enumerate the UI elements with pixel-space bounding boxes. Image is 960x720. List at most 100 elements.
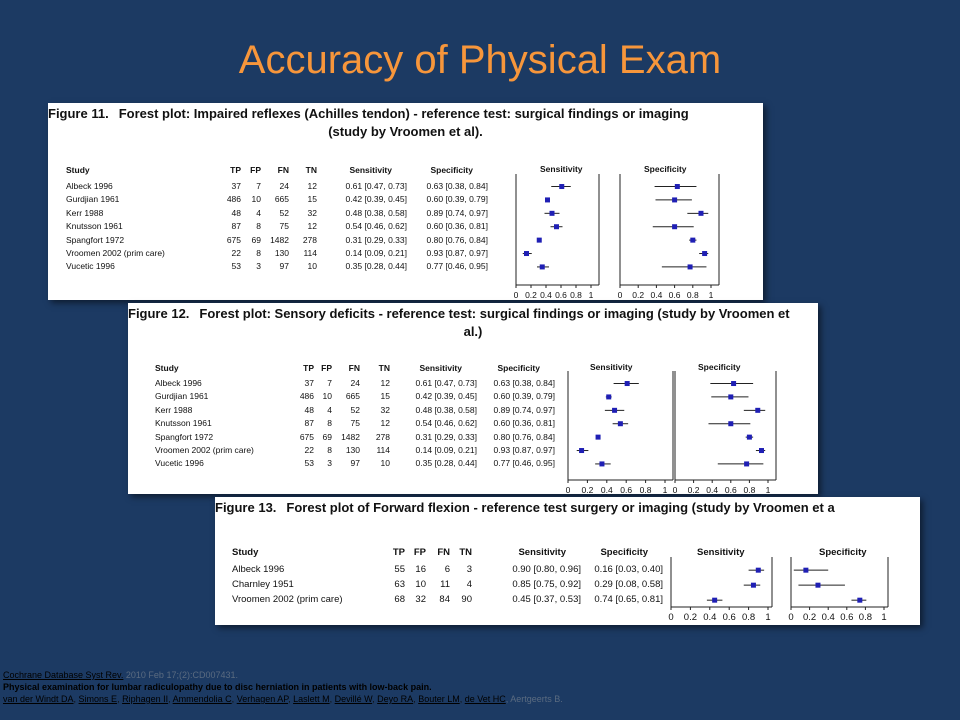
count-fp: 10 [251,194,261,205]
axis-tick-label: 0 [673,485,678,494]
count-tn: 32 [380,404,390,415]
count-tp: 63 [394,579,405,590]
count-tn: 4 [466,579,472,590]
count-fp: 3 [256,261,261,272]
col-header-study: Study [232,547,259,558]
col-header-fn: FN [437,547,450,558]
axis-tick-label: 0.8 [742,612,755,623]
study-name: Knutsson 1961 [66,221,123,232]
axis-tick-label: 0.2 [803,612,816,623]
axis-tick-label: 1 [589,290,594,300]
count-tp: 22 [231,248,241,258]
count-tp: 55 [394,564,405,575]
specificity-value: 0.60 [0.36, 0.81] [426,221,488,232]
plot-title-specificity: Specificity [819,547,867,558]
figure-13-panel: Figure 13. Forest plot of Forward flexion… [215,497,920,625]
axis-tick-label: 0.8 [687,290,699,300]
specificity-value: 0.77 [0.46, 0.95] [426,261,488,272]
count-tn: 114 [303,248,317,258]
count-tp: 37 [304,378,314,388]
author-link[interactable]: Ammendolia C [172,694,232,704]
sensitivity-value: 0.14 [0.09, 0.21] [415,445,477,455]
count-tp: 48 [304,404,314,415]
col-header-tp: TP [230,165,241,175]
count-tn: 15 [307,194,317,205]
axis-tick-label: 0.6 [723,612,736,623]
journal-link[interactable]: Cochrane Database Syst Rev. [3,670,124,680]
author-link[interactable]: van der Windt DA [3,694,74,704]
figure-label: Figure 11. [48,106,109,121]
figure-title: Figure 13. Forest plot of Forward flexion… [215,500,835,516]
axis-tick-label: 0.6 [669,290,681,300]
forest-plot: 0 0.2 0.4 0.6 0.8 1 0 0.2 0.4 0.6 0.8 1 [514,174,720,300]
count-tp: 53 [304,458,314,469]
point-estimate [599,461,605,467]
count-tn: 278 [302,234,317,245]
point-estimate [524,251,529,257]
count-fp: 7 [256,181,261,191]
point-estimate [554,224,559,230]
point-estimate [672,197,678,203]
axis-tick-label: 0.8 [743,485,755,494]
slide-title: Accuracy of Physical Exam [238,38,722,82]
axis-tick-label: 1 [765,612,770,623]
specificity-value: 0.93 [0.87, 0.97] [493,445,555,455]
sensitivity-value: 0.90 [0.80, 0.96] [512,564,581,575]
author-link[interactable]: de Vet HC [464,694,506,704]
sensitivity-value: 0.48 [0.38, 0.58] [415,404,477,415]
sensitivity-value: 0.35 [0.28, 0.44] [415,458,477,469]
author-link[interactable]: Laslett M [293,694,330,704]
point-estimate [755,407,761,413]
axis-tick-label: 0.6 [725,485,737,494]
plot-title-sensitivity: Sensitivity [540,164,583,174]
axis-tick-label: 0 [788,612,793,623]
count-tn: 3 [466,564,472,575]
col-header-sensitivity: Sensitivity [518,547,566,558]
author-link[interactable]: Devillé W [334,694,373,704]
point-estimate [612,407,618,413]
specificity-value: 0.60 [0.39, 0.79] [426,194,488,205]
point-estimate [579,448,585,454]
point-estimate [803,567,809,573]
figure-title-line1: Forest plot: Impaired reflexes (Achilles… [118,106,689,121]
col-header-fp: FP [321,363,332,373]
axis-tick-label: 0.8 [859,612,872,623]
sensitivity-value: 0.54 [0.46, 0.62] [345,221,407,232]
count-fp: 7 [327,378,332,388]
col-header-fp: FP [250,165,261,175]
count-fn: 97 [279,261,289,272]
specificity-value: 0.63 [0.38, 0.84] [426,181,488,191]
plot-title-specificity: Specificity [644,164,687,174]
col-header-study: Study [155,363,179,373]
author-link[interactable]: Deyo RA [377,694,414,704]
count-fp: 16 [415,564,426,575]
author-link[interactable]: Bouter LM [418,694,460,704]
count-tp: 87 [231,221,241,232]
sensitivity-value: 0.14 [0.09, 0.21] [345,248,407,258]
study-name: Kerr 1988 [66,207,104,218]
count-tn: 12 [380,418,390,429]
point-estimate [549,210,555,216]
plot-title-sensitivity: Sensitivity [697,547,745,558]
point-estimate [539,264,545,270]
count-tn: 90 [461,594,472,605]
point-estimate [617,421,623,427]
specificity-value: 0.60 [0.36, 0.81] [493,418,555,429]
col-header-fn: FN [348,363,360,373]
count-tn: 12 [307,221,317,232]
author-link[interactable]: Verhagen AP [236,694,289,704]
axis-tick-label: 0 [514,290,519,300]
count-fp: 8 [327,418,332,429]
specificity-value: 0.29 [0.08, 0.58] [594,579,663,590]
author-link[interactable]: Riphagen II [122,694,169,704]
specificity-value: 0.89 [0.74, 0.97] [493,404,555,415]
author-link[interactable]: Simons E [78,694,118,704]
axis-tick-label: 1 [881,612,886,623]
count-fn: 24 [279,181,289,191]
count-fp: 10 [415,579,426,590]
axis-tick-label: 0.2 [688,485,700,494]
count-tn: 10 [307,261,317,272]
count-fn: 52 [350,404,360,415]
study-name: Knutsson 1961 [155,418,212,429]
point-estimate [595,434,601,440]
